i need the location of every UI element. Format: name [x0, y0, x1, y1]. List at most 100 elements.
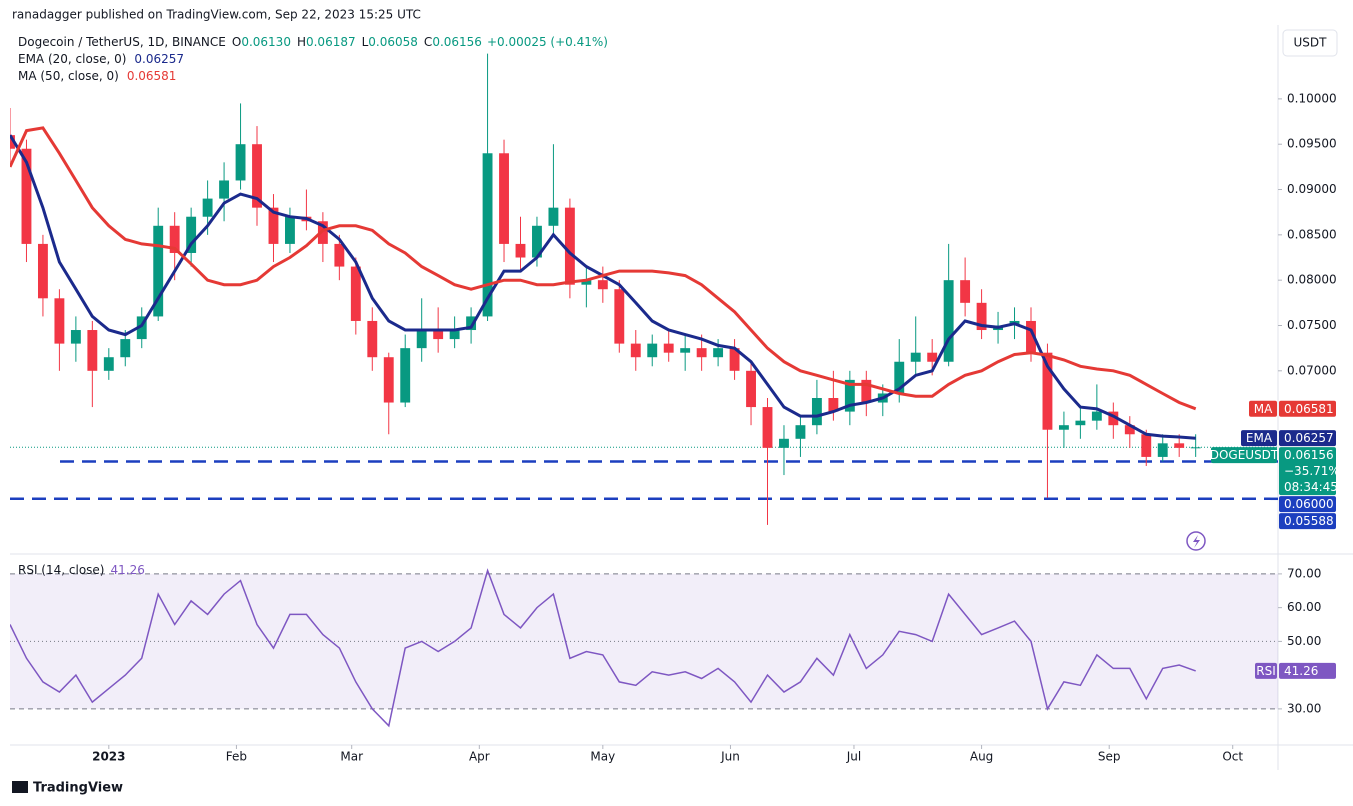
- candle-body: [779, 438, 789, 448]
- rsi-legend-value: 41.26: [110, 563, 144, 577]
- candle-body: [120, 339, 131, 358]
- candle-body: [861, 379, 872, 403]
- tag-value: 08:34:45: [1284, 480, 1338, 494]
- tag-label: EMA: [1246, 431, 1273, 445]
- rsi-legend: RSI (14, close) 41.26: [18, 563, 145, 577]
- indicator-name: EMA (20, close, 0): [18, 52, 126, 66]
- candle-body: [680, 348, 691, 353]
- candle-body: [532, 225, 542, 258]
- tag-value-box: [1279, 430, 1336, 447]
- ohlc-value: 0.06130: [241, 35, 291, 49]
- ohlc-value: 0.06058: [368, 35, 418, 49]
- indicator-line: [10, 126, 1197, 411]
- published-note: ranadagger published on TradingView.com,…: [12, 8, 421, 22]
- tag-label-box: [1211, 447, 1277, 464]
- tag-value-box: [1279, 496, 1336, 513]
- y-tick-label: 0.10000: [1287, 91, 1337, 105]
- candle-body: [54, 298, 65, 344]
- candle-body: [466, 316, 477, 331]
- tag-value-box: [1279, 400, 1336, 417]
- candle-body: [1157, 443, 1168, 457]
- candle-body: [350, 266, 361, 321]
- rsi-band: [10, 573, 1278, 709]
- candle-body: [746, 370, 756, 408]
- candle-body: [186, 216, 197, 253]
- tag-value: 0.06257: [1284, 431, 1334, 445]
- candle-body: [894, 361, 905, 394]
- rsi-y-tick-label: 50.00: [1287, 634, 1321, 648]
- candle-body: [1174, 443, 1185, 448]
- candle-body: [449, 330, 460, 340]
- x-tick-label: Sep: [1098, 750, 1121, 764]
- tag-value-box: [1279, 513, 1336, 530]
- candle-body: [729, 348, 740, 371]
- candle-body: [1108, 411, 1119, 426]
- rsi-y-tick-label: 60.00: [1287, 600, 1321, 614]
- candle-body: [87, 330, 98, 371]
- alert-icon-bolt: [1193, 535, 1200, 548]
- candle-body: [1026, 320, 1036, 353]
- rsi-legend-name: RSI (14, close): [18, 563, 104, 577]
- candle-body: [169, 225, 180, 253]
- tag-label-box: [1241, 430, 1277, 447]
- candle-body: [416, 330, 427, 349]
- tag-value: −35.71%: [1284, 464, 1340, 478]
- y-tick-label: 0.08000: [1287, 273, 1337, 287]
- candle-body: [614, 289, 625, 344]
- candle-body: [37, 243, 48, 299]
- y-tick-label: 0.09000: [1287, 182, 1337, 196]
- tag-label: RSI: [1256, 664, 1276, 678]
- candle-body: [647, 343, 658, 358]
- candle-body: [482, 153, 493, 317]
- indicator-legend: MA (50, close, 0) 0.06581: [18, 69, 176, 83]
- ohlc-key: C: [424, 35, 432, 49]
- y-tick-label: 0.07500: [1287, 318, 1337, 332]
- candle-body: [548, 207, 559, 226]
- price-pane: [10, 53, 1278, 525]
- currency-button[interactable]: [1282, 29, 1338, 57]
- symbol-legend: Dogecoin / TetherUS, 1D, BINANCE O0.06130…: [18, 35, 608, 49]
- candle-body: [1124, 425, 1135, 435]
- tag-label: DOGEUSDT: [1210, 448, 1279, 462]
- x-tick-label: Mar: [340, 750, 363, 764]
- alert-icon[interactable]: [1186, 531, 1206, 551]
- tag-label-box: [1255, 662, 1277, 679]
- candle-body: [795, 425, 806, 439]
- candle-body: [103, 357, 114, 371]
- tag-label-box: [1249, 400, 1277, 417]
- candle-body: [597, 280, 608, 290]
- candle-body: [1091, 411, 1102, 421]
- candle-body: [70, 330, 81, 344]
- indicator-value: 0.06257: [134, 52, 184, 66]
- candle-body: [1141, 434, 1152, 457]
- candle-body: [1058, 425, 1069, 430]
- candle-body: [317, 221, 328, 244]
- candle-body: [367, 320, 378, 358]
- x-tick-label: 2023: [92, 750, 125, 764]
- candle-body: [235, 144, 246, 181]
- currency-button-label[interactable]: USDT: [1294, 36, 1328, 50]
- y-tick-label: 0.09500: [1287, 137, 1337, 151]
- x-tick-label: Jul: [846, 750, 861, 764]
- candle-body: [153, 225, 164, 317]
- ohlc-key: L: [362, 35, 369, 49]
- tag-value: 0.06156: [1284, 448, 1334, 462]
- candle-body: [1042, 352, 1053, 430]
- tag-value: 0.06000: [1284, 497, 1334, 511]
- tag-value: 0.06581: [1284, 402, 1334, 416]
- tag-value-box: [1279, 447, 1336, 496]
- x-tick-label: Feb: [226, 750, 247, 764]
- candle-body: [844, 379, 855, 412]
- candle-body: [927, 352, 938, 362]
- candle-body: [1075, 420, 1086, 426]
- candle-body: [268, 207, 279, 244]
- x-tick-label: Apr: [469, 750, 490, 764]
- candle-body: [383, 357, 394, 403]
- candle-body: [630, 343, 641, 358]
- ohlc-key: H: [297, 35, 306, 49]
- candle-body: [713, 348, 724, 358]
- candle-body: [976, 302, 987, 331]
- rsi-line: [10, 568, 1196, 728]
- candle-body: [202, 198, 213, 217]
